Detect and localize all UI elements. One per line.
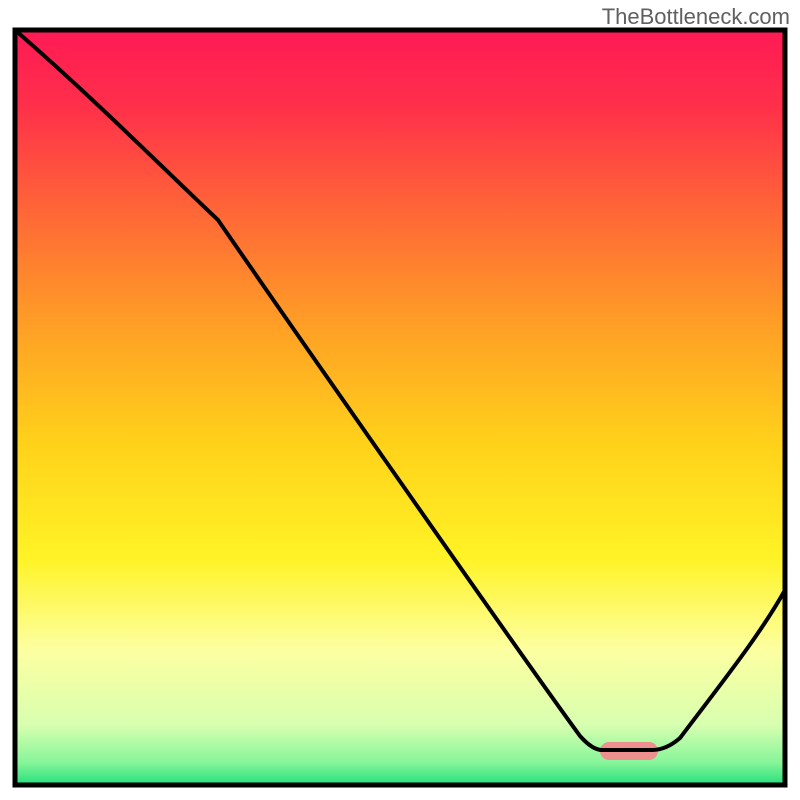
bottleneck-chart	[0, 0, 800, 800]
plot-background	[15, 30, 785, 785]
watermark-text: TheBottleneck.com	[602, 4, 790, 30]
chart-container: TheBottleneck.com	[0, 0, 800, 800]
